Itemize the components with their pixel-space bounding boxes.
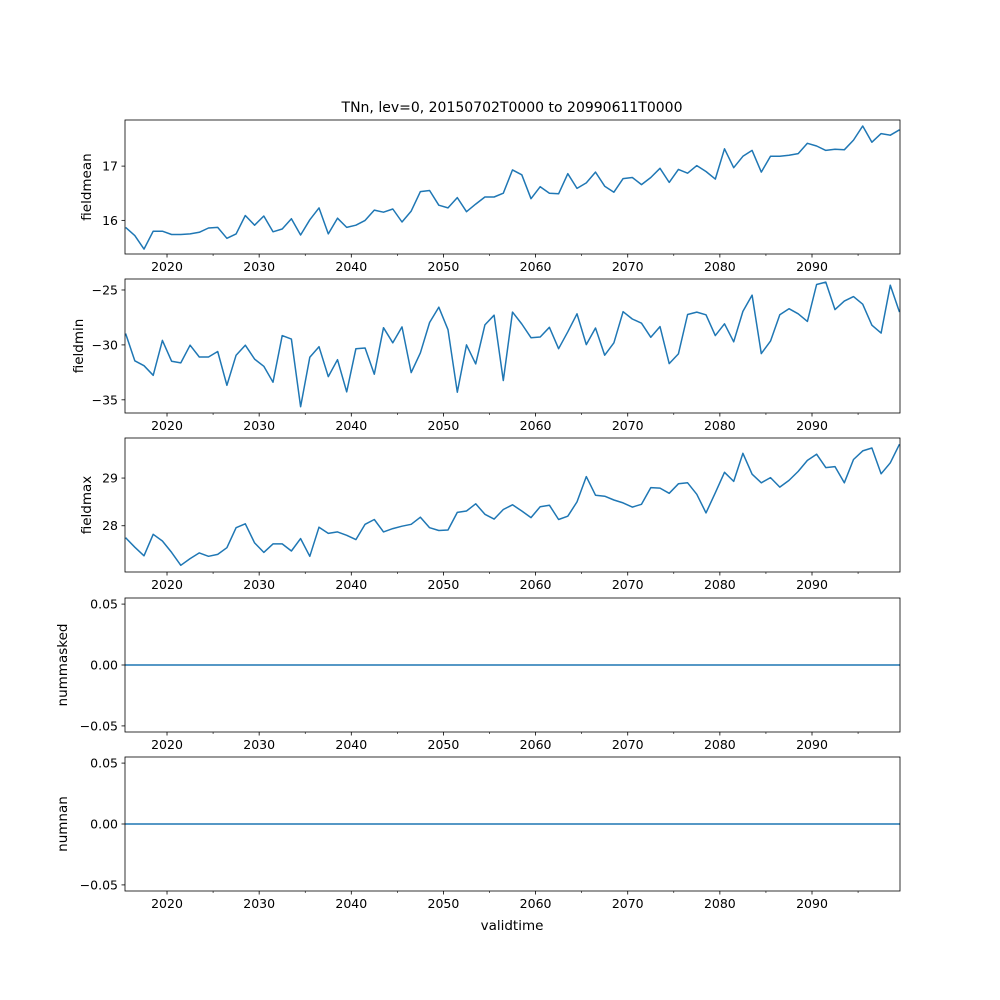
x-tick-label: 2070 (612, 577, 644, 592)
x-tick-label: 2040 (335, 896, 367, 911)
x-tick-label: 2030 (243, 577, 275, 592)
y-tick-label: 29 (102, 471, 118, 486)
y-tick-label: −0.05 (80, 877, 118, 892)
x-tick-label: 2060 (520, 259, 552, 274)
x-tick-label: 2070 (612, 737, 644, 752)
x-tick-label: 2080 (704, 896, 736, 911)
x-tick-label: 2050 (428, 418, 460, 433)
x-tick-label: 2070 (612, 896, 644, 911)
x-tick-label: 2030 (243, 737, 275, 752)
y-tick-label: 0.00 (90, 658, 118, 673)
x-tick-label: 2050 (428, 737, 460, 752)
x-tick-label: 2060 (520, 737, 552, 752)
x-tick-label: 2020 (151, 259, 183, 274)
x-tick-label: 2080 (704, 737, 736, 752)
x-tick-label: 2060 (520, 418, 552, 433)
x-tick-label: 2040 (335, 259, 367, 274)
y-axis-label-fieldmean: fieldmean (79, 153, 95, 220)
y-axis-label-fieldmin: fieldmin (71, 319, 87, 374)
x-tick-label: 2030 (243, 418, 275, 433)
y-tick-label: 28 (102, 518, 118, 533)
x-tick-label: 2030 (243, 259, 275, 274)
subplot-fieldmax: 2020 2030 2040 2050 2060 2070 2080 2090 28 29 fiel… (79, 437, 901, 592)
y-axis-label-fieldmax: fieldmax (79, 476, 95, 535)
x-tick-label: 2090 (796, 577, 828, 592)
x-tick-label: 2020 (151, 577, 183, 592)
fieldmax-series-line (125, 443, 900, 567)
y-tick-label: 17 (102, 159, 118, 174)
x-tick-label: 2060 (520, 577, 552, 592)
x-tick-label: 2040 (335, 577, 367, 592)
subplot-nummasked: 2020 2030 2040 2050 2060 2070 2080 2090 0.05 0.00… (55, 597, 901, 752)
y-tick-label: 0.00 (90, 817, 118, 832)
y-tick-label: −30 (92, 337, 118, 352)
x-tick-label: 2020 (151, 418, 183, 433)
subplot-fieldmean: 2020 2030 2040 2050 2060 2070 2080 2090 16 17 fiel… (79, 119, 901, 274)
x-tick-label: 2090 (796, 737, 828, 752)
x-tick-label: 2050 (428, 896, 460, 911)
y-axis-label-nummasked: nummasked (55, 624, 71, 707)
fieldmean-series-line (125, 125, 900, 250)
x-axis-label: validtime (481, 918, 544, 934)
subplot-numnan: 2020 2030 2040 2050 2060 2070 2080 2090 0.05 0.00… (55, 756, 901, 911)
x-tick-label: 2050 (428, 259, 460, 274)
x-tick-label: 2090 (796, 259, 828, 274)
y-tick-label: −0.05 (80, 718, 118, 733)
subplot-fieldmin: 2020 2030 2040 2050 2060 2070 2080 2090 −25 −30 −3… (71, 278, 901, 433)
axes-frame (124, 437, 901, 573)
y-tick-label: 0.05 (90, 756, 118, 771)
y-tick-label: −35 (92, 392, 118, 407)
x-tick-label: 2090 (796, 418, 828, 433)
x-tick-label: 2060 (520, 896, 552, 911)
subplots: 2020 2030 2040 2050 2060 2070 2080 2090 16 17 fiel… (55, 119, 901, 911)
x-tick-label: 2080 (704, 259, 736, 274)
axes-frame (124, 278, 901, 414)
x-tick-label: 2040 (335, 737, 367, 752)
x-tick-label: 2070 (612, 259, 644, 274)
x-tick-label: 2050 (428, 577, 460, 592)
y-axis-label-numnan: numnan (55, 796, 71, 852)
y-tick-label: 0.05 (90, 597, 118, 612)
fieldmin-series-line (125, 281, 900, 408)
x-tick-label: 2020 (151, 896, 183, 911)
x-tick-label: 2080 (704, 577, 736, 592)
x-tick-label: 2030 (243, 896, 275, 911)
axes-frame (124, 119, 901, 255)
x-tick-label: 2080 (704, 418, 736, 433)
x-tick-label: 2090 (796, 896, 828, 911)
chart-title: TNn, lev=0, 20150702T0000 to 20990611T00… (341, 100, 683, 116)
y-tick-label: −25 (92, 282, 118, 297)
y-tick-label: 16 (102, 213, 118, 228)
x-tick-label: 2020 (151, 737, 183, 752)
x-tick-label: 2040 (335, 418, 367, 433)
x-tick-label: 2070 (612, 418, 644, 433)
